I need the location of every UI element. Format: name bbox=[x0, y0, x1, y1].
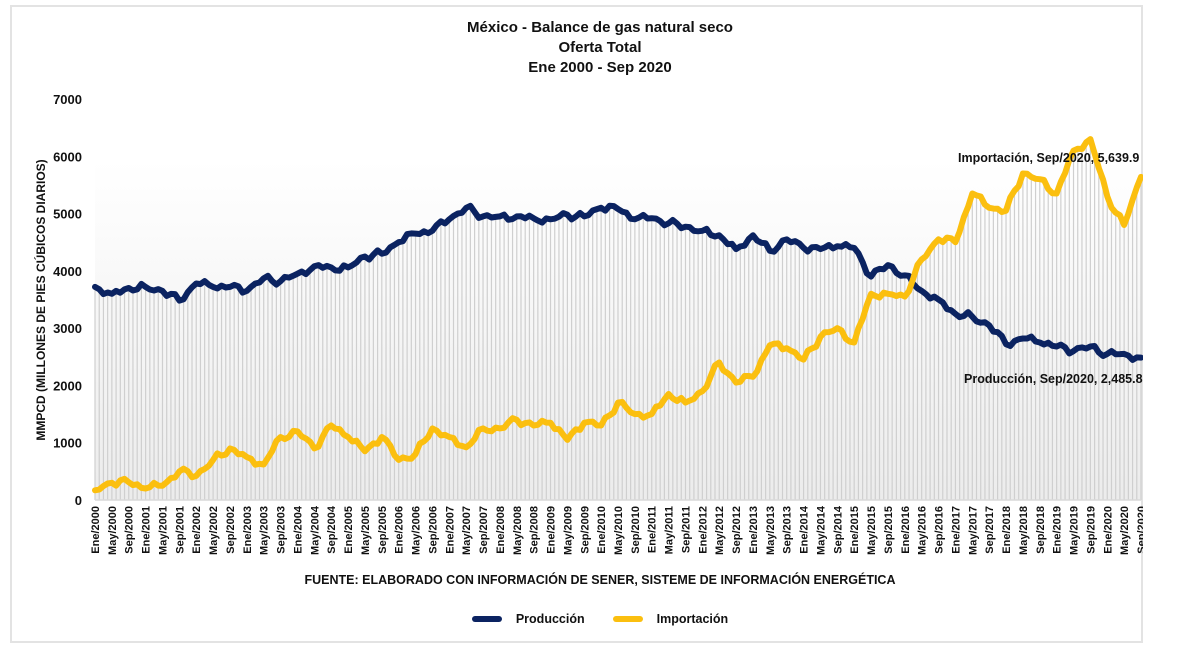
x-tick-label: Ene/2012 bbox=[697, 506, 709, 554]
y-tick-label: 6000 bbox=[53, 149, 82, 164]
x-tick-label: May/2018 bbox=[1018, 506, 1030, 555]
x-tick-label: Sep/2014 bbox=[832, 505, 844, 554]
y-tick-label: 0 bbox=[75, 493, 82, 508]
x-tick-label: May/2004 bbox=[309, 505, 321, 555]
x-tick-label: Sep/2005 bbox=[377, 506, 389, 554]
y-tick-label: 4000 bbox=[53, 264, 82, 279]
annotation-importacion: Importación, Sep/2020, 5,639.9 bbox=[958, 151, 1139, 165]
x-tick-label: Sep/2009 bbox=[579, 506, 591, 554]
x-tick-label: May/2002 bbox=[208, 506, 220, 555]
x-tick-label: Ene/2010 bbox=[596, 506, 608, 554]
drop-lines bbox=[94, 139, 1142, 500]
x-tick-label: May/2006 bbox=[411, 506, 423, 555]
x-tick-label: May/2016 bbox=[917, 506, 929, 555]
x-axis-ticks: Ene/2000 May/2000 Sep/2000 Ene/2001 May/2001… bbox=[90, 505, 1148, 555]
x-tick-label: May/2013 bbox=[765, 506, 777, 555]
x-tick-label: May/2015 bbox=[866, 506, 878, 555]
y-tick-label: 2000 bbox=[53, 378, 82, 393]
x-tick-label: Sep/2004 bbox=[326, 505, 338, 554]
y-tick-label: 5000 bbox=[53, 207, 82, 222]
x-tick-label: May/2001 bbox=[157, 506, 169, 555]
x-tick-label: Ene/2006 bbox=[394, 506, 406, 554]
x-tick-label: Ene/2020 bbox=[1102, 506, 1114, 554]
series-line-importacion bbox=[92, 136, 1144, 494]
x-tick-label: Sep/2006 bbox=[427, 506, 439, 554]
x-tick-label: Sep/2011 bbox=[680, 506, 692, 553]
x-tick-label: May/2010 bbox=[613, 506, 625, 555]
x-tick-label: Sep/2019 bbox=[1085, 506, 1097, 554]
x-tick-label: Ene/2013 bbox=[748, 506, 760, 554]
x-tick-label: Sep/2015 bbox=[883, 506, 895, 554]
x-tick-label: Ene/2015 bbox=[849, 506, 861, 554]
x-tick-label: Sep/2010 bbox=[630, 506, 642, 554]
x-tick-label: Ene/2005 bbox=[343, 506, 355, 554]
x-tick-label: Sep/2012 bbox=[731, 506, 743, 554]
x-tick-label: Ene/2000 bbox=[90, 506, 102, 554]
x-tick-label: May/2000 bbox=[107, 506, 119, 555]
x-tick-label: Sep/2013 bbox=[782, 506, 794, 554]
legend: Producción Importación bbox=[0, 612, 1200, 626]
chart-subtitle: Oferta Total bbox=[558, 39, 642, 56]
x-tick-label: Ene/2016 bbox=[900, 506, 912, 554]
y-axis-label: MMPCD (MILLONES DE PIES CÚBICOS DIARIOS) bbox=[33, 159, 48, 440]
chart-title: México - Balance de gas natural seco bbox=[467, 19, 733, 36]
x-tick-label: Sep/2002 bbox=[225, 506, 237, 554]
annotation-produccion: Producción, Sep/2020, 2,485.8 bbox=[964, 372, 1143, 386]
right-margin bbox=[1143, 0, 1200, 657]
chart-period: Ene 2000 - Sep 2020 bbox=[528, 59, 672, 76]
x-tick-label: Ene/2003 bbox=[242, 506, 254, 554]
x-tick-label: Ene/2007 bbox=[444, 506, 456, 554]
x-tick-label: Sep/2008 bbox=[529, 506, 541, 554]
x-tick-label: May/2011 bbox=[664, 506, 676, 554]
legend-item-importacion: Importación bbox=[612, 612, 729, 626]
y-tick-label: 1000 bbox=[53, 436, 82, 451]
x-tick-label: Sep/2003 bbox=[276, 506, 288, 554]
x-tick-label: Sep/2018 bbox=[1035, 506, 1047, 554]
x-tick-label: Ene/2009 bbox=[546, 506, 558, 554]
series-lines bbox=[92, 136, 1144, 494]
y-tick-label: 7000 bbox=[53, 92, 82, 107]
x-tick-label: May/2014 bbox=[815, 505, 827, 555]
x-tick-label: May/2020 bbox=[1119, 506, 1131, 555]
y-axis-ticks: 0 1000 2000 3000 4000 5000 6000 7000 bbox=[53, 92, 82, 508]
x-tick-label: May/2008 bbox=[512, 506, 524, 555]
x-tick-label: Ene/2017 bbox=[950, 506, 962, 554]
x-tick-label: May/2009 bbox=[562, 506, 574, 555]
source-note: FUENTE: ELABORADO CON INFORMACIÓN DE SEN… bbox=[304, 573, 896, 587]
x-tick-label: Ene/2002 bbox=[191, 506, 203, 554]
legend-swatch-produccion bbox=[471, 616, 502, 622]
x-tick-label: Sep/2017 bbox=[984, 506, 996, 554]
legend-swatch-importacion bbox=[612, 616, 643, 622]
x-tick-label: May/2019 bbox=[1069, 506, 1081, 555]
legend-label-importacion: Importación bbox=[656, 612, 729, 626]
x-tick-label: Ene/2018 bbox=[1001, 506, 1013, 554]
x-tick-label: May/2007 bbox=[461, 506, 473, 555]
x-tick-label: Sep/2007 bbox=[478, 506, 490, 554]
legend-item-produccion: Producción bbox=[471, 612, 585, 626]
x-tick-label: May/2003 bbox=[259, 506, 271, 555]
legend-label-produccion: Producción bbox=[515, 612, 585, 626]
x-tick-label: Ene/2008 bbox=[495, 506, 507, 554]
x-tick-label: Ene/2004 bbox=[292, 505, 304, 554]
x-tick-label: May/2005 bbox=[360, 506, 372, 555]
x-tick-label: Ene/2014 bbox=[799, 505, 811, 554]
x-tick-label: Ene/2019 bbox=[1052, 506, 1064, 554]
x-tick-label: May/2017 bbox=[967, 506, 979, 555]
x-tick-label: Sep/2000 bbox=[124, 506, 136, 554]
x-tick-label: May/2012 bbox=[714, 506, 726, 555]
x-tick-label: Ene/2011 bbox=[647, 506, 659, 553]
y-tick-label: 3000 bbox=[53, 321, 82, 336]
x-tick-label: Sep/2001 bbox=[174, 506, 186, 554]
series-line-produccion bbox=[92, 202, 1144, 363]
x-tick-label: Ene/2001 bbox=[141, 506, 153, 554]
x-tick-label: Sep/2016 bbox=[934, 506, 946, 554]
